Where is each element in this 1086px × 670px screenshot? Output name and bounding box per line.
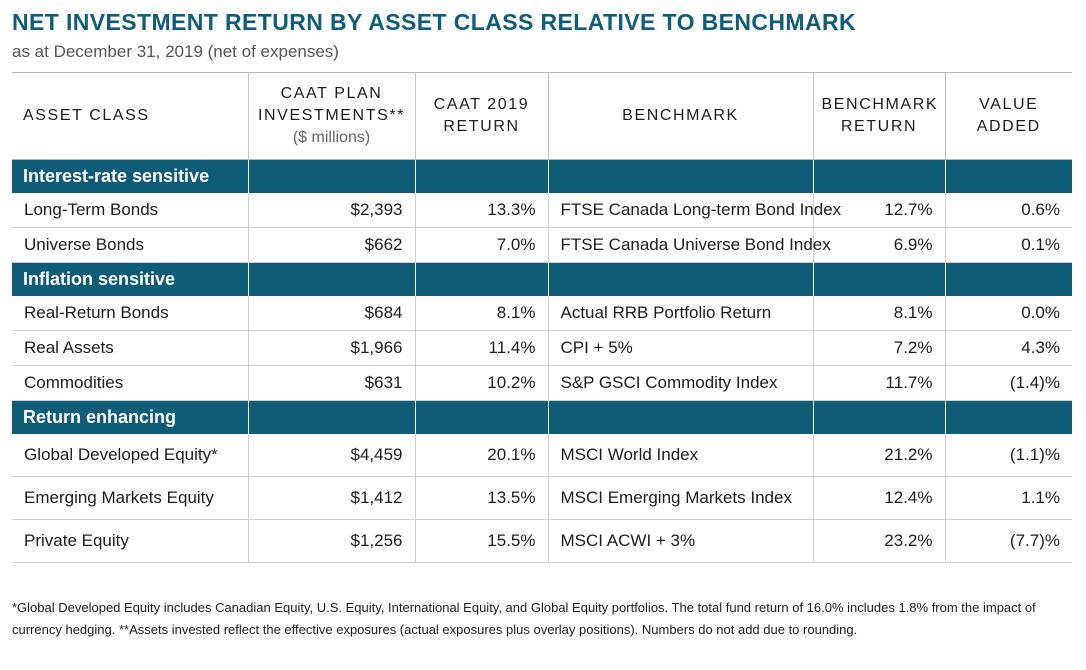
section-label: Return enhancing (12, 400, 248, 434)
table-row: Long-Term Bonds $2,393 13.3% FTSE Canada… (12, 193, 1072, 228)
table-row: Emerging Markets Equity $1,412 13.5% MSC… (12, 476, 1072, 520)
benchmark-cell: S&P GSCI Commodity Index (547, 365, 813, 401)
return-cell: 20.1% (414, 434, 548, 477)
header-return: CAAT 2019 RETURN (414, 72, 548, 160)
asset-cell: Real Assets (12, 330, 248, 366)
return-cell: 13.5% (414, 476, 548, 520)
returns-table: ASSET CLASS CAAT PLAN INVESTMENTS** ($ m… (12, 72, 1072, 563)
table-row: Universe Bonds $662 7.0% FTSE Canada Uni… (12, 227, 1072, 263)
return-cell: 13.3% (414, 193, 548, 228)
investments-cell: $631 (247, 365, 415, 401)
investments-cell: $1,412 (247, 476, 415, 520)
benchmark-return-cell: 7.2% (812, 330, 945, 366)
value-added-cell: 4.3% (944, 330, 1072, 366)
benchmark-return-cell: 11.7% (812, 365, 945, 401)
value-added-cell: 0.0% (944, 296, 1072, 331)
benchmark-cell: MSCI ACWI + 3% (547, 519, 813, 563)
benchmark-return-cell: 23.2% (812, 519, 945, 563)
value-added-cell: 0.6% (944, 193, 1072, 228)
benchmark-cell: CPI + 5% (547, 330, 813, 366)
section-row: Interest-rate sensitive (12, 159, 1072, 193)
benchmark-return-cell: 6.9% (812, 227, 945, 263)
benchmark-cell: MSCI World Index (547, 434, 813, 477)
header-investments-unit: ($ millions) (292, 129, 371, 146)
header-asset-class: ASSET CLASS (12, 72, 248, 160)
section-label: Inflation sensitive (12, 262, 248, 296)
investments-cell: $662 (247, 227, 415, 263)
page-title: NET INVESTMENT RETURN BY ASSET CLASS REL… (12, 9, 857, 35)
asset-cell: Real-Return Bonds (12, 296, 248, 331)
return-cell: 11.4% (414, 330, 548, 366)
header-benchmark: BENCHMARK (547, 72, 813, 160)
investments-cell: $2,393 (247, 193, 415, 228)
section-row: Inflation sensitive (12, 262, 1072, 296)
section-row: Return enhancing (12, 400, 1072, 434)
benchmark-cell: Actual RRB Portfolio Return (547, 296, 813, 331)
asset-cell: Commodities (12, 365, 248, 401)
asset-cell: Global Developed Equity* (12, 434, 248, 477)
page-subtitle: as at December 31, 2019 (net of expenses… (12, 42, 339, 61)
asset-cell: Long-Term Bonds (12, 193, 248, 228)
investments-cell: $684 (247, 296, 415, 331)
investments-cell: $4,459 (247, 434, 415, 477)
footnote: *Global Developed Equity includes Canadi… (12, 600, 1036, 637)
investments-cell: $1,966 (247, 330, 415, 366)
return-cell: 7.0% (414, 227, 548, 263)
return-cell: 10.2% (414, 365, 548, 401)
benchmark-return-cell: 21.2% (812, 434, 945, 477)
value-added-cell: (1.1)% (944, 434, 1072, 477)
benchmark-return-cell: 8.1% (812, 296, 945, 331)
asset-cell: Emerging Markets Equity (12, 476, 248, 520)
return-cell: 15.5% (414, 519, 548, 563)
header-value-added: VALUE ADDED (944, 72, 1072, 160)
asset-cell: Private Equity (12, 519, 248, 563)
benchmark-cell: MSCI Emerging Markets Index (547, 476, 813, 520)
benchmark-cell: FTSE Canada Universe Bond Index (547, 227, 831, 263)
benchmark-return-cell: 12.4% (812, 476, 945, 520)
asset-cell: Universe Bonds (12, 227, 248, 263)
value-added-cell: 0.1% (944, 227, 1072, 263)
table-row: Commodities $631 10.2% S&P GSCI Commodit… (12, 365, 1072, 401)
header-investments: CAAT PLAN INVESTMENTS** ($ millions) (247, 72, 415, 160)
section-label: Interest-rate sensitive (12, 159, 248, 193)
value-added-cell: 1.1% (944, 476, 1072, 520)
header-benchmark-return: BENCHMARK RETURN (812, 72, 945, 160)
benchmark-return-cell: 12.7% (812, 193, 945, 228)
table-row: Real-Return Bonds $684 8.1% Actual RRB P… (12, 296, 1072, 331)
header-investments-label: CAAT PLAN INVESTMENTS** (257, 85, 406, 124)
value-added-cell: (7.7)% (944, 519, 1072, 563)
header-row: ASSET CLASS CAAT PLAN INVESTMENTS** ($ m… (12, 72, 1072, 160)
table-row: Real Assets $1,966 11.4% CPI + 5% 7.2% 4… (12, 330, 1072, 366)
investments-cell: $1,256 (247, 519, 415, 563)
benchmark-cell: FTSE Canada Long-term Bond Index (547, 193, 841, 228)
table-row: Global Developed Equity* $4,459 20.1% MS… (12, 434, 1072, 477)
value-added-cell: (1.4)% (944, 365, 1072, 401)
table-row: Private Equity $1,256 15.5% MSCI ACWI + … (12, 519, 1072, 563)
return-cell: 8.1% (414, 296, 548, 331)
